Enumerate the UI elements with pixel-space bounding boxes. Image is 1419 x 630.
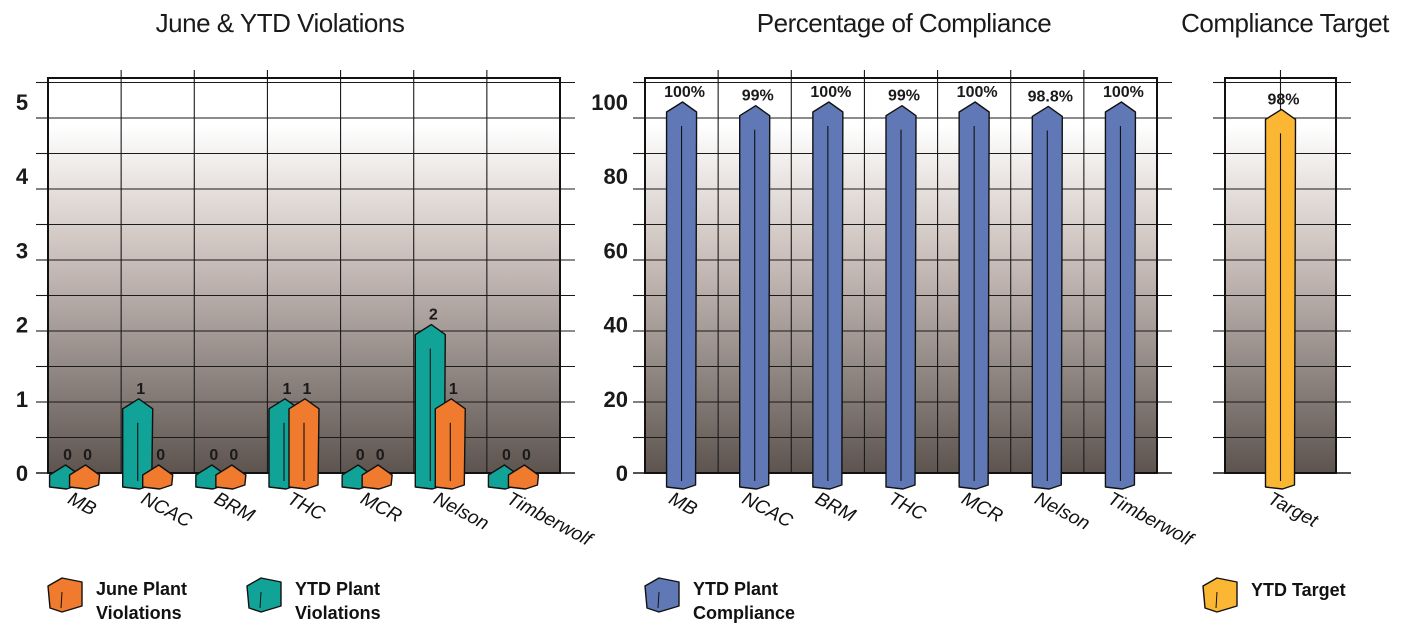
data-label: 99% [888, 88, 920, 105]
y-tick-label: 0 [616, 461, 628, 486]
category-label: Nelson [430, 488, 492, 534]
data-label: 0 [83, 447, 92, 464]
legend-item: June Plant Violations [47, 577, 187, 623]
data-label: 99% [742, 88, 774, 105]
data-label: 0 [229, 447, 238, 464]
data-label: 0 [376, 447, 385, 464]
category-label: NCAC [738, 488, 796, 532]
legend-swatch [47, 577, 83, 613]
legend-swatch-ridge [259, 591, 262, 609]
y-tick-label: 100 [591, 90, 628, 115]
data-label: 100% [664, 84, 705, 101]
y-tick-label: 0 [16, 461, 28, 486]
bar-ytd-ncac [122, 398, 154, 490]
bar-june-ncac-body [142, 464, 174, 490]
data-label: 2 [429, 307, 438, 324]
legend-label: Violations [295, 603, 381, 623]
bar-june-brm-body [215, 464, 247, 490]
y-tick-label: 1 [16, 387, 28, 412]
bar-june-thc [288, 398, 320, 490]
bar-compliance-brm [812, 101, 844, 490]
chart-title-target: Compliance Target [1181, 8, 1390, 38]
legend-swatch [644, 577, 680, 613]
bar-june-mcr-body [361, 464, 393, 490]
legend-swatch [1202, 577, 1238, 613]
data-label: 0 [522, 447, 531, 464]
data-label: 0 [502, 447, 511, 464]
category-label: NCAC [137, 488, 195, 532]
bar-june-mb-body [68, 464, 101, 490]
category-label: MB [665, 488, 700, 520]
legend-label: Violations [96, 603, 182, 623]
legend-swatch-ridge [657, 591, 660, 609]
bar-june-mcr [361, 464, 393, 490]
chart-title-compliance: Percentage of Compliance [757, 8, 1051, 38]
bar-june-nelson [434, 398, 466, 490]
legend-swatch-ridge [60, 591, 63, 609]
legend-swatch-ridge [1215, 591, 1218, 609]
y-tick-label: 2 [16, 313, 28, 338]
legend-label: June Plant [96, 579, 187, 599]
category-label: Target [1264, 488, 1321, 532]
bar-june-brm [215, 464, 247, 490]
legend-item: YTD Plant Violations [246, 577, 381, 623]
data-label: 0 [356, 447, 365, 464]
category-label: MB [64, 488, 99, 520]
category-label: Nelson [1031, 488, 1093, 534]
y-tick-label: 80 [604, 164, 628, 189]
data-label: 100% [1103, 84, 1144, 101]
data-label: 0 [209, 447, 218, 464]
y-tick-label: 20 [604, 387, 628, 412]
y-tick-label: 60 [604, 238, 628, 263]
y-tick-label: 4 [16, 164, 29, 189]
category-label: Timberwolf [503, 488, 596, 551]
bar-compliance-timberwolf [1104, 101, 1137, 490]
legend-label: YTD Plant [295, 579, 380, 599]
bars [48, 101, 1297, 490]
data-label: 100% [957, 84, 998, 101]
category-label: THC [885, 488, 930, 525]
data-label: 1 [283, 381, 292, 398]
y-tick-label: 3 [16, 238, 28, 263]
bar-compliance-ncac [739, 105, 771, 490]
legend-swatch [246, 577, 282, 613]
data-label: 100% [810, 84, 851, 101]
data-label: 98% [1267, 91, 1299, 108]
category-label: MCR [357, 488, 405, 527]
data-label: 0 [63, 447, 72, 464]
bar-compliance-nelson [1031, 105, 1063, 490]
bar-target-target [1264, 108, 1297, 490]
data-label: 1 [136, 381, 145, 398]
category-label: BRM [812, 488, 859, 526]
chart-title-violations: June & YTD Violations [156, 8, 405, 38]
data-label: 1 [449, 381, 458, 398]
data-label: 98.8% [1028, 88, 1073, 105]
legend-label: Compliance [693, 603, 795, 623]
bar-june-ncac [142, 464, 174, 490]
bar-compliance-mcr [958, 101, 990, 490]
y-tick-label: 5 [16, 90, 28, 115]
y-tick-label: 40 [604, 313, 628, 338]
legend-item: YTD Target [1202, 577, 1346, 613]
category-label: THC [284, 488, 329, 525]
bar-compliance-thc [885, 105, 917, 490]
legend-item: YTD Plant Compliance [644, 577, 795, 623]
category-labels: MB NCAC BRM THC MCR Nelson Timberwolf MB NCAC BRM… [64, 488, 1321, 551]
legend-label: YTD Target [1251, 580, 1346, 600]
data-label: 1 [303, 381, 312, 398]
legend-label: YTD Plant [693, 579, 778, 599]
category-label: MCR [958, 488, 1006, 527]
category-label: Timberwolf [1104, 488, 1197, 551]
bar-compliance-mb [665, 101, 698, 490]
bar-june-mb [68, 464, 101, 490]
category-label: BRM [211, 488, 258, 526]
bar-june-timberwolf [507, 464, 540, 490]
bar-june-timberwolf-body [507, 464, 540, 490]
data-label: 0 [156, 447, 165, 464]
